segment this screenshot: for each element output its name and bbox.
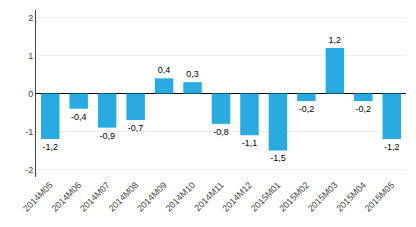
svg-text:0: 0 — [28, 89, 33, 99]
svg-text:2015M05: 2015M05 — [363, 180, 397, 214]
svg-text:-0,7: -0,7 — [128, 123, 144, 133]
svg-text:2015M04: 2015M04 — [334, 180, 368, 214]
svg-text:2014M10: 2014M10 — [164, 180, 198, 214]
svg-text:2014M07: 2014M07 — [78, 180, 112, 214]
svg-text:-0,2: -0,2 — [299, 104, 315, 114]
svg-text:2014M11: 2014M11 — [192, 180, 225, 213]
svg-text:1: 1 — [28, 51, 33, 61]
svg-text:-2: -2 — [25, 165, 33, 175]
svg-text:2015M03: 2015M03 — [306, 180, 340, 214]
svg-text:-1,5: -1,5 — [270, 153, 286, 163]
svg-text:2015M01: 2015M01 — [249, 180, 283, 214]
svg-text:-0,9: -0,9 — [99, 131, 115, 141]
svg-text:-1,2: -1,2 — [42, 142, 58, 152]
svg-text:1,2: 1,2 — [329, 35, 342, 45]
svg-text:-0,8: -0,8 — [213, 127, 229, 137]
svg-text:-1,1: -1,1 — [242, 138, 258, 148]
svg-text:2014M08: 2014M08 — [107, 180, 141, 214]
svg-text:2014M09: 2014M09 — [135, 180, 169, 214]
svg-text:-0,2: -0,2 — [356, 104, 372, 114]
svg-text:-1: -1 — [25, 127, 33, 137]
svg-text:0,3: 0,3 — [186, 69, 199, 79]
svg-text:2014M06: 2014M06 — [50, 180, 84, 214]
svg-text:-0,4: -0,4 — [71, 112, 87, 122]
svg-text:0,4: 0,4 — [158, 65, 171, 75]
svg-text:-1,2: -1,2 — [384, 142, 400, 152]
svg-text:2014M12: 2014M12 — [220, 180, 254, 214]
svg-text:2: 2 — [28, 13, 33, 23]
svg-text:2015M02: 2015M02 — [277, 180, 311, 214]
svg-text:2014M05: 2014M05 — [21, 180, 55, 214]
